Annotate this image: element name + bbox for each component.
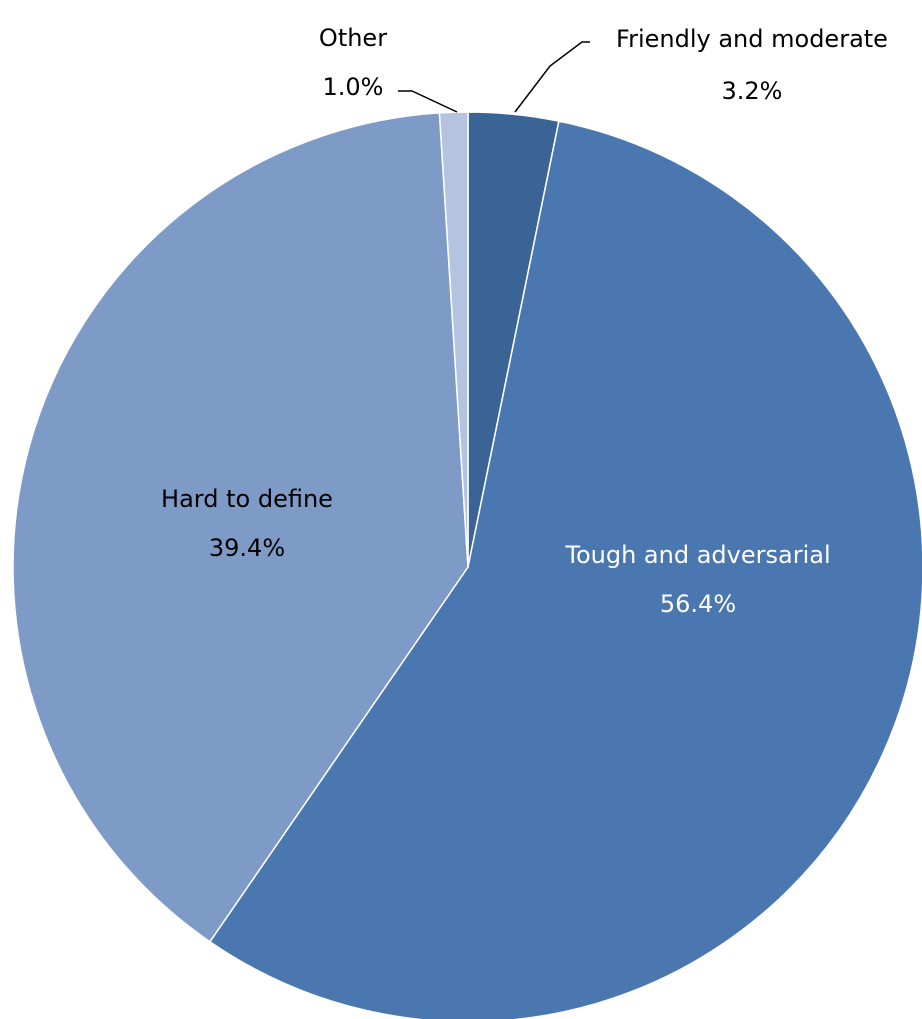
slice-label-friendly-and-moderate: Friendly and moderate bbox=[616, 25, 888, 53]
slice-label-hard-to-define: Hard to define bbox=[161, 485, 333, 513]
pie-slices bbox=[12, 111, 922, 1019]
slice-label-other: Other bbox=[319, 24, 387, 52]
pie-slice-hard-to-define bbox=[12, 112, 469, 943]
pie-slice-tough-and-adversarial bbox=[208, 120, 922, 1019]
leader-line-other bbox=[398, 90, 458, 113]
slice-value-tough-and-adversarial: 56.4% bbox=[660, 590, 736, 618]
slice-label-tough-and-adversarial: Tough and adversarial bbox=[564, 541, 830, 569]
slice-value-hard-to-define: 39.4% bbox=[209, 534, 285, 562]
leader-line-friendly-and-moderate bbox=[514, 41, 590, 113]
leader-lines bbox=[398, 41, 590, 113]
slice-value-other: 1.0% bbox=[323, 73, 384, 101]
pie-slice-other bbox=[438, 111, 469, 568]
slice-labels: Friendly and moderate 3.2% Tough and adver… bbox=[161, 24, 888, 618]
slice-value-friendly-and-moderate: 3.2% bbox=[722, 77, 783, 105]
